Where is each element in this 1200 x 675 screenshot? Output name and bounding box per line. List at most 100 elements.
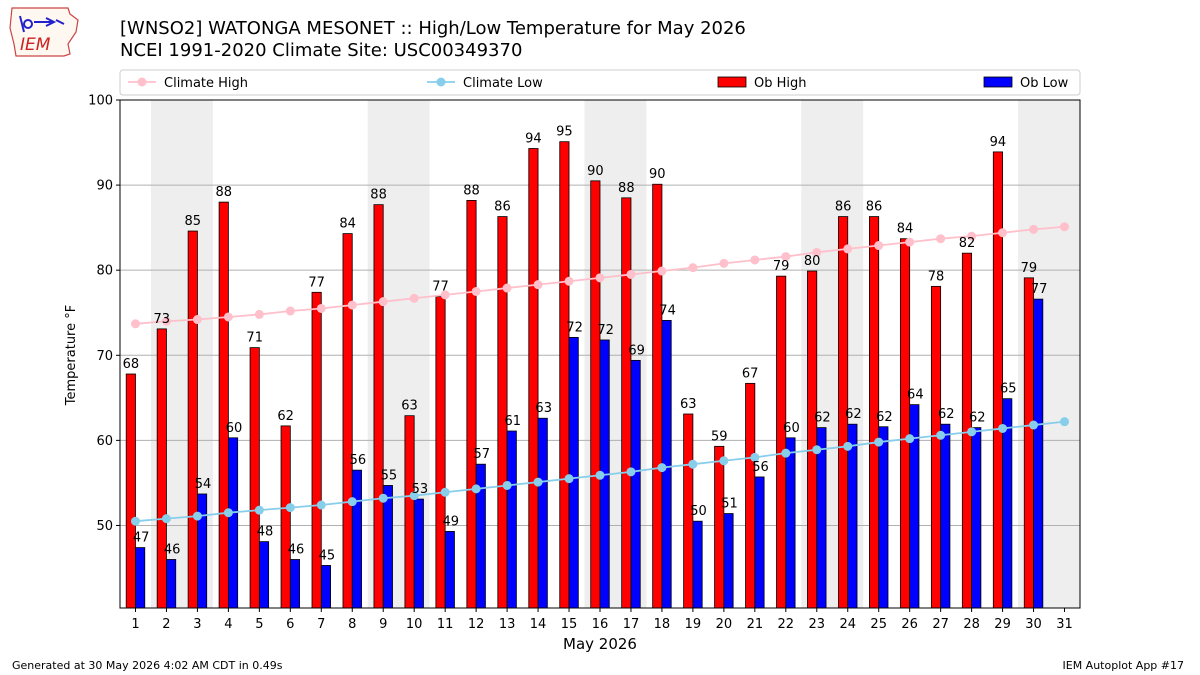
x-tick-label: 10 — [406, 617, 423, 632]
ob-low-bar — [289, 559, 301, 609]
ob-high-label: 68 — [123, 357, 140, 372]
ob-high-label: 88 — [215, 185, 232, 200]
climate-point — [750, 452, 760, 462]
footer-app-id: IEM Autoplot App #17 — [1062, 659, 1185, 672]
ob-low-bar — [382, 485, 393, 609]
ob-low-label: 49 — [443, 514, 460, 529]
climate-point — [1060, 222, 1070, 232]
bar-labels: 68 47 73 46 85 54 88 60 71 48 62 46 77 45 84 56 88 55 63 53… — [123, 125, 1048, 564]
ob-low-label: 56 — [752, 460, 769, 475]
climate-point — [1029, 224, 1039, 234]
x-tick-label: 8 — [348, 617, 356, 632]
ob-low-label: 55 — [381, 468, 398, 483]
ob-low-bar — [878, 426, 889, 609]
ob-low-bar — [754, 476, 765, 609]
climate-point — [440, 290, 450, 300]
ob-high-bar — [280, 425, 291, 609]
ob-high-bar — [992, 151, 1003, 609]
ob-low-bar — [630, 359, 641, 609]
x-tick-label: 20 — [716, 617, 733, 632]
ob-high-bar — [776, 275, 787, 609]
ob-high-label: 88 — [618, 181, 635, 196]
climate-point — [1029, 420, 1039, 430]
climate-point — [316, 303, 326, 313]
iem-logo: IEM — [6, 4, 82, 60]
x-tick-label: 3 — [193, 617, 201, 632]
ob-low-label: 62 — [876, 410, 893, 425]
climate-point — [812, 445, 822, 455]
x-tick-label: 12 — [468, 617, 485, 632]
ob-low-bar — [258, 541, 270, 609]
climate-point — [564, 276, 574, 286]
ob-high-bar — [125, 373, 136, 609]
x-tick-label: 25 — [870, 617, 887, 632]
climate-point — [502, 480, 512, 490]
ob-low-bar — [723, 513, 734, 609]
y-tick-label: 80 — [96, 264, 113, 279]
ob-high-label: 67 — [742, 366, 759, 381]
x-tick-label: 28 — [963, 617, 980, 632]
y-axis-label: Temperature °F — [64, 305, 79, 406]
climate-point — [688, 263, 698, 273]
ob-low-bar — [351, 469, 362, 609]
footer-generated: Generated at 30 May 2026 4:02 AM CDT in … — [12, 659, 283, 672]
ob-high-label: 90 — [587, 164, 604, 179]
climate-point — [161, 514, 171, 524]
ob-low-label: 53 — [412, 482, 429, 497]
ob-low-label: 72 — [597, 323, 614, 338]
climate-point — [936, 234, 946, 244]
x-tick-label: 22 — [778, 617, 795, 632]
climate-point — [626, 467, 636, 477]
x-tick-label: 9 — [379, 617, 387, 632]
ob-low-label: 62 — [938, 407, 955, 422]
ob-low-bar — [816, 427, 827, 609]
climate-point — [626, 269, 636, 279]
x-tick-label: 17 — [623, 617, 640, 632]
ob-low-label: 69 — [628, 343, 645, 358]
climate-point — [750, 255, 760, 265]
climate-point — [409, 293, 419, 303]
climate-point — [192, 511, 202, 521]
climate-point — [719, 456, 729, 466]
y-tick-label: 90 — [96, 179, 113, 194]
x-tick-label: 30 — [1025, 617, 1042, 632]
ob-low-label: 62 — [845, 407, 862, 422]
y-tick-label: 50 — [96, 519, 113, 534]
ob-high-bar — [466, 200, 477, 609]
x-tick-label: 23 — [809, 617, 826, 632]
climate-point — [316, 500, 326, 510]
ob-low-bar — [568, 337, 579, 609]
climate-point — [688, 459, 698, 469]
x-tick-label: 29 — [994, 617, 1011, 632]
ob-high-bar — [218, 201, 229, 609]
x-tick-label: 2 — [162, 617, 170, 632]
climate-point — [471, 286, 481, 296]
ob-high-bar — [1023, 277, 1034, 609]
ob-low-label: 63 — [535, 401, 552, 416]
x-axis-label: May 2026 — [563, 635, 637, 653]
legend-marker — [137, 77, 147, 87]
ob-low-bar — [1033, 298, 1044, 609]
climate-point — [967, 427, 977, 437]
climate-point — [564, 474, 574, 484]
ob-high-label: 79 — [773, 259, 790, 274]
x-tick-label: 24 — [839, 617, 856, 632]
x-tick-label: 19 — [685, 617, 702, 632]
ob-high-label: 85 — [185, 214, 202, 229]
climate-point — [440, 487, 450, 497]
ob-high-label: 95 — [556, 125, 573, 140]
y-tick-label: 100 — [88, 94, 113, 109]
ob-high-bar — [249, 347, 260, 609]
y-tick-label: 70 — [96, 349, 113, 364]
ob-low-label: 60 — [783, 421, 800, 436]
ob-low-label: 56 — [350, 453, 367, 468]
legend-label: Ob Low — [1020, 76, 1069, 91]
ob-low-label: 62 — [969, 411, 986, 426]
ob-high-bar — [899, 238, 911, 609]
ob-high-label: 80 — [804, 254, 821, 269]
climate-point — [719, 258, 729, 268]
climate-point — [998, 228, 1008, 238]
ob-high-bar — [745, 382, 756, 609]
ob-high-bar — [156, 328, 167, 609]
ob-high-label: 86 — [835, 200, 852, 215]
